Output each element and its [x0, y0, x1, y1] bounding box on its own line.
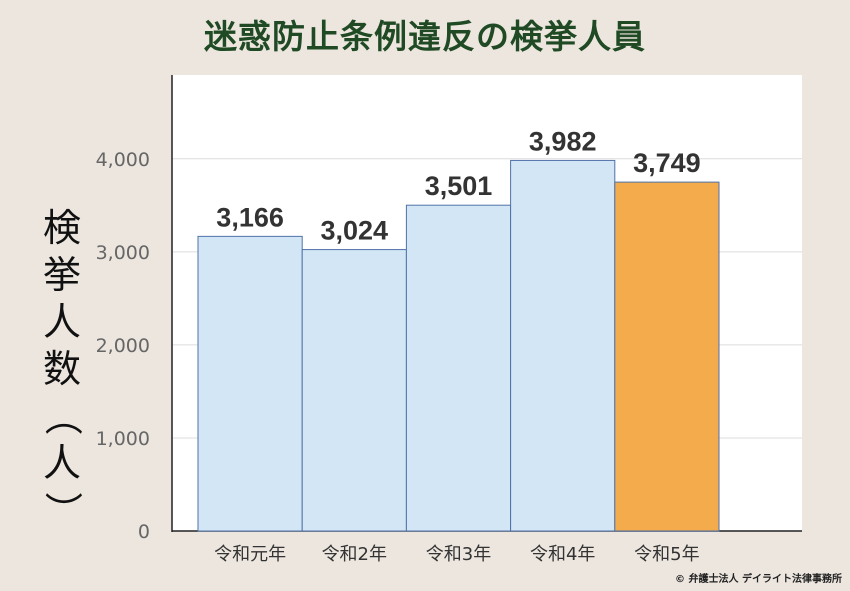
chart-title: 迷惑防止条例違反の検挙人員	[204, 17, 646, 56]
data-label: 3,166	[216, 202, 284, 232]
x-tick-label: 令和元年	[214, 544, 286, 565]
y-axis-label-char-2: 挙	[42, 253, 81, 297]
y-tick-label: 0	[138, 521, 150, 543]
bar	[197, 235, 303, 532]
y-axis-label: 検 挙 人 数 （ 人 ）	[38, 205, 86, 534]
data-label: 3,982	[529, 126, 597, 156]
data-label: 3,024	[321, 216, 389, 246]
bar	[510, 159, 616, 532]
data-label: 3,749	[633, 148, 701, 178]
y-tick-label: 2,000	[96, 335, 150, 357]
x-tick-label: 令和3年	[426, 544, 491, 565]
data-label: 3,501	[425, 171, 493, 201]
x-tick-label: 令和5年	[634, 544, 699, 565]
y-axis-label-char-3: 人	[42, 300, 81, 344]
y-tick-label: 4,000	[96, 149, 150, 171]
y-tick-label: 1,000	[96, 428, 150, 450]
bar	[614, 181, 720, 532]
x-tick-label: 令和2年	[322, 544, 387, 565]
y-axis-label-char-6: 人	[42, 441, 81, 485]
y-tick-label: 3,000	[96, 242, 150, 264]
bar	[301, 249, 407, 532]
y-axis-label-char-4: 数	[42, 347, 81, 391]
x-tick-label: 令和4年	[530, 544, 595, 565]
bar	[405, 204, 512, 532]
copyright-notice: © 弁護士法人 デイライト法律事務所	[675, 574, 842, 585]
y-axis-label-char-1: 検	[42, 206, 81, 250]
